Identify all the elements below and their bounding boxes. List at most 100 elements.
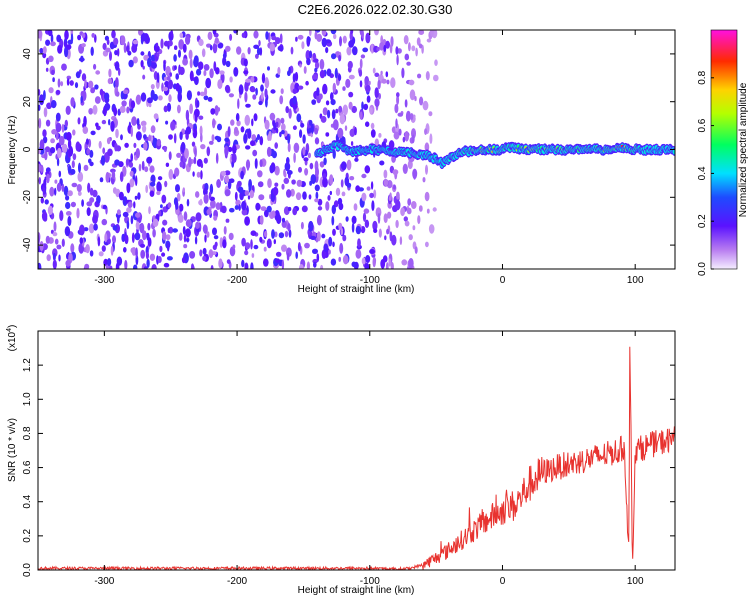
noise-blob	[135, 247, 138, 258]
noise-blob	[210, 199, 216, 209]
noise-blob	[72, 153, 77, 161]
noise-blob	[321, 37, 327, 48]
noise-blob	[370, 43, 374, 54]
noise-blob	[119, 105, 126, 113]
noise-blob	[235, 113, 240, 122]
noise-blob	[302, 134, 306, 144]
noise-blob	[149, 181, 156, 187]
snr-y-tick-label: 1.0	[22, 392, 33, 406]
noise-blob	[402, 136, 406, 143]
noise-blob	[292, 88, 298, 94]
snr-scale-exponent: 4	[6, 328, 13, 332]
noise-blob	[173, 133, 177, 144]
noise-blob	[98, 251, 104, 257]
noise-blob	[358, 69, 363, 77]
noise-blob	[223, 226, 227, 235]
noise-blob	[204, 87, 208, 97]
noise-blob	[418, 43, 423, 49]
noise-blob	[225, 218, 230, 223]
noise-blob	[106, 137, 111, 145]
noise-blob	[264, 119, 270, 130]
noise-blob	[300, 122, 305, 128]
noise-blob	[266, 205, 272, 213]
noise-blob	[139, 222, 145, 234]
snr-x-tick-label: 100	[627, 576, 644, 587]
snr-frame	[37, 330, 676, 571]
noise-blob	[316, 87, 320, 97]
noise-blob	[55, 112, 61, 122]
noise-blob	[374, 138, 379, 147]
noise-blob	[287, 206, 292, 212]
noise-blob	[264, 88, 268, 99]
noise-blob	[331, 204, 336, 215]
noise-blob	[229, 207, 235, 213]
noise-blob	[85, 138, 89, 145]
noise-blob	[108, 68, 112, 78]
noise-blob	[279, 95, 284, 105]
noise-blob	[192, 171, 195, 177]
noise-blob	[79, 237, 84, 244]
noise-blob	[182, 43, 187, 53]
noise-blob	[277, 45, 284, 51]
noise-blob	[396, 191, 400, 200]
noise-blob	[130, 126, 133, 138]
noise-blob	[168, 151, 172, 161]
noise-blob	[361, 101, 364, 110]
noise-blob	[426, 208, 430, 214]
noise-blob	[408, 42, 411, 52]
noise-blob	[383, 179, 389, 187]
noise-blob	[241, 208, 248, 216]
noise-blob	[115, 77, 119, 88]
noise-blob	[217, 123, 222, 131]
noise-blob	[200, 144, 206, 150]
noise-blob	[94, 84, 99, 90]
noise-blob	[166, 75, 171, 81]
noise-blob	[321, 233, 326, 239]
noise-blob	[383, 213, 388, 224]
noise-blob	[232, 144, 237, 155]
noise-blob	[208, 191, 212, 200]
noise-blob	[163, 105, 168, 113]
noise-blob	[116, 212, 120, 224]
noise-blob	[63, 185, 69, 196]
noise-blob	[158, 95, 163, 101]
noise-blob	[149, 253, 156, 261]
noise-blob	[161, 194, 167, 204]
noise-blob	[315, 166, 319, 178]
noise-blob	[290, 188, 295, 197]
noise-blob	[224, 137, 230, 142]
noise-blob	[314, 137, 320, 145]
noise-blob	[198, 38, 204, 47]
noise-blob	[385, 71, 389, 78]
noise-blob	[81, 43, 86, 48]
noise-blob	[328, 249, 331, 255]
noise-blob	[360, 226, 366, 234]
noise-blob	[46, 173, 50, 184]
noise-blob	[327, 195, 331, 201]
noise-blob	[349, 176, 355, 181]
noise-blob	[138, 30, 143, 36]
noise-blob	[250, 230, 257, 236]
noise-blob	[39, 139, 45, 150]
noise-blob	[56, 244, 62, 250]
noise-blob	[286, 170, 293, 175]
noise-blob	[50, 33, 54, 44]
noise-blob	[194, 147, 197, 158]
noise-blob	[318, 93, 323, 100]
noise-blob	[266, 238, 272, 249]
noise-blob	[274, 142, 279, 149]
noise-blob	[383, 169, 388, 179]
noise-blob	[295, 36, 298, 42]
noise-blob	[101, 245, 106, 252]
noise-blob	[90, 87, 95, 94]
noise-blob	[55, 89, 61, 95]
noise-blob	[99, 88, 104, 96]
noise-blob	[104, 233, 108, 243]
noise-blob	[107, 237, 111, 245]
noise-blob	[191, 141, 196, 147]
noise-blob	[58, 254, 61, 262]
snr-y-axis-label: SNR (10 * v/v)	[7, 418, 18, 482]
noise-blob	[395, 118, 398, 129]
noise-blob	[224, 84, 231, 93]
noise-blob	[57, 78, 61, 88]
